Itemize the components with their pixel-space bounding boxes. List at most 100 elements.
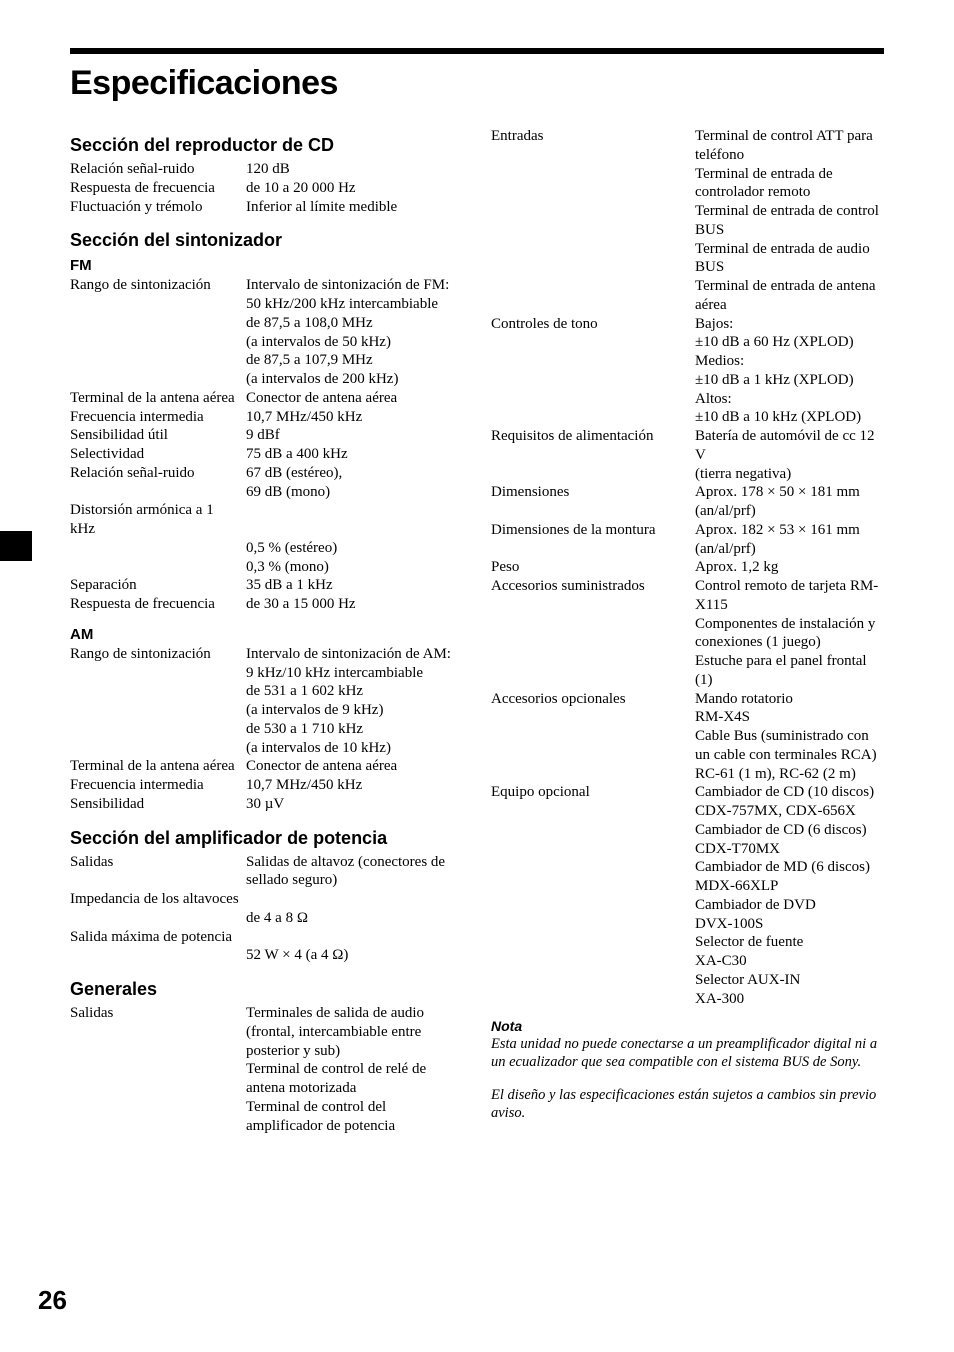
spec-row: Equipo opcionalCambiador de CD (10 disco… bbox=[491, 783, 884, 1008]
spec-value: Mando rotatorio RM-X4S Cable Bus (sumini… bbox=[695, 690, 884, 784]
heading-fm: FM bbox=[70, 257, 463, 274]
spec-label: Terminal de la antena aérea bbox=[70, 757, 246, 776]
spec-row: Salida máxima de potencia bbox=[70, 928, 463, 947]
spec-value: de 30 a 15 000 Hz bbox=[246, 595, 463, 614]
heading-am: AM bbox=[70, 626, 463, 643]
spec-value: Intervalo de sintonización de AM: 9 kHz/… bbox=[246, 645, 463, 758]
spec-label: Separación bbox=[70, 576, 246, 595]
spec-value: 9 dBf bbox=[246, 426, 463, 445]
spec-row: Respuesta de frecuenciade 10 a 20 000 Hz bbox=[70, 179, 463, 198]
heading-cd: Sección del reproductor de CD bbox=[70, 135, 463, 156]
spec-label: Relación señal-ruido bbox=[70, 464, 246, 502]
spec-label: Fluctuación y trémolo bbox=[70, 198, 246, 217]
right-column: EntradasTerminal de control ATT para tel… bbox=[491, 121, 884, 1135]
spec-row: Terminal de la antena aéreaConector de a… bbox=[70, 389, 463, 408]
spec-label: Requisitos de alimentación bbox=[491, 427, 695, 483]
spec-row: EntradasTerminal de control ATT para tel… bbox=[491, 127, 884, 315]
spec-row: Selectividad75 dB a 400 kHz bbox=[70, 445, 463, 464]
spec-row: de 4 a 8 Ω bbox=[70, 909, 463, 928]
spec-label: Relación señal-ruido bbox=[70, 160, 246, 179]
heading-tuner: Sección del sintonizador bbox=[70, 230, 463, 251]
spec-label: Equipo opcional bbox=[491, 783, 695, 1008]
spec-value bbox=[246, 928, 463, 947]
spec-label: Dimensiones de la montura bbox=[491, 521, 695, 559]
spec-value: Inferior al límite medible bbox=[246, 198, 463, 217]
spec-label: Salidas bbox=[70, 853, 246, 891]
spec-row: Respuesta de frecuenciade 30 a 15 000 Hz bbox=[70, 595, 463, 614]
spec-value bbox=[246, 501, 463, 539]
spec-label: Selectividad bbox=[70, 445, 246, 464]
spec-label: Sensibilidad bbox=[70, 795, 246, 814]
spec-value: Control remoto de tarjeta RM-X115 Compon… bbox=[695, 577, 884, 690]
spec-label: Dimensiones bbox=[491, 483, 695, 521]
spec-value: 10,7 MHz/450 kHz bbox=[246, 408, 463, 427]
spec-value bbox=[246, 890, 463, 909]
spec-value: Terminales de salida de audio (frontal, … bbox=[246, 1004, 463, 1135]
spec-row: Frecuencia intermedia10,7 MHz/450 kHz bbox=[70, 408, 463, 427]
spec-value: Terminal de control ATT para teléfono Te… bbox=[695, 127, 884, 315]
spec-row: SalidasSalidas de altavoz (conectores de… bbox=[70, 853, 463, 891]
spec-value: 10,7 MHz/450 kHz bbox=[246, 776, 463, 795]
spec-row: Dimensiones de la monturaAprox. 182 × 53… bbox=[491, 521, 884, 559]
spec-row: Frecuencia intermedia10,7 MHz/450 kHz bbox=[70, 776, 463, 795]
spec-value: Conector de antena aérea bbox=[246, 389, 463, 408]
spec-row: DimensionesAprox. 178 × 50 × 181 mm (an/… bbox=[491, 483, 884, 521]
spec-value: Cambiador de CD (10 discos) CDX-757MX, C… bbox=[695, 783, 884, 1008]
spec-row: PesoAprox. 1,2 kg bbox=[491, 558, 884, 577]
spec-label: Impedancia de los altavoces bbox=[70, 890, 246, 909]
spec-value: de 10 a 20 000 Hz bbox=[246, 179, 463, 198]
spec-value: Bajos: ±10 dB a 60 Hz (XPLOD) Medios: ±1… bbox=[695, 315, 884, 428]
spec-row: Distorsión armónica a 1 kHz bbox=[70, 501, 463, 539]
spec-value: Aprox. 178 × 50 × 181 mm (an/al/prf) bbox=[695, 483, 884, 521]
spec-label: Salidas bbox=[70, 1004, 246, 1135]
spec-value: de 4 a 8 Ω bbox=[246, 909, 463, 928]
spec-label bbox=[70, 946, 246, 965]
spec-row: Fluctuación y trémoloInferior al límite … bbox=[70, 198, 463, 217]
note-body-2: El diseño y las especificaciones están s… bbox=[491, 1086, 884, 1122]
spec-value: 0,5 % (estéreo) 0,3 % (mono) bbox=[246, 539, 463, 577]
spec-value: Conector de antena aérea bbox=[246, 757, 463, 776]
spec-label: Respuesta de frecuencia bbox=[70, 179, 246, 198]
side-tab bbox=[0, 531, 32, 561]
spec-row: Accesorios opcionalesMando rotatorio RM-… bbox=[491, 690, 884, 784]
spec-label bbox=[70, 909, 246, 928]
spec-row: Rango de sintonizaciónIntervalo de sinto… bbox=[70, 276, 463, 389]
spec-value: 120 dB bbox=[246, 160, 463, 179]
spec-label: Terminal de la antena aérea bbox=[70, 389, 246, 408]
spec-label: Rango de sintonización bbox=[70, 645, 246, 758]
spec-value: 35 dB a 1 kHz bbox=[246, 576, 463, 595]
spec-label: Accesorios suministrados bbox=[491, 577, 695, 690]
spec-value: Intervalo de sintonización de FM: 50 kHz… bbox=[246, 276, 463, 389]
page-title: Especificaciones bbox=[70, 64, 884, 103]
spec-value: 30 µV bbox=[246, 795, 463, 814]
spec-label: Accesorios opcionales bbox=[491, 690, 695, 784]
spec-label: Salida máxima de potencia bbox=[70, 928, 246, 947]
heading-general: Generales bbox=[70, 979, 463, 1000]
spec-row: Accesorios suministradosControl remoto d… bbox=[491, 577, 884, 690]
left-column: Sección del reproductor de CD Relación s… bbox=[70, 121, 463, 1135]
spec-label bbox=[70, 539, 246, 577]
spec-row: Rango de sintonizaciónIntervalo de sinto… bbox=[70, 645, 463, 758]
spec-label: Entradas bbox=[491, 127, 695, 315]
top-rule bbox=[70, 48, 884, 54]
spec-value: 75 dB a 400 kHz bbox=[246, 445, 463, 464]
spec-value: Aprox. 182 × 53 × 161 mm (an/al/prf) bbox=[695, 521, 884, 559]
spec-row: Requisitos de alimentaciónBatería de aut… bbox=[491, 427, 884, 483]
spec-label: Peso bbox=[491, 558, 695, 577]
spec-row: Terminal de la antena aéreaConector de a… bbox=[70, 757, 463, 776]
spec-label: Sensibilidad útil bbox=[70, 426, 246, 445]
note-heading: Nota bbox=[491, 1018, 884, 1034]
spec-row: Sensibilidad30 µV bbox=[70, 795, 463, 814]
spec-value: Batería de automóvil de cc 12 V (tierra … bbox=[695, 427, 884, 483]
spec-row: Impedancia de los altavoces bbox=[70, 890, 463, 909]
spec-row: Relación señal-ruido67 dB (estéreo), 69 … bbox=[70, 464, 463, 502]
page-number: 26 bbox=[38, 1285, 67, 1316]
spec-label: Frecuencia intermedia bbox=[70, 776, 246, 795]
spec-row: Separación35 dB a 1 kHz bbox=[70, 576, 463, 595]
spec-row: 52 W × 4 (a 4 Ω) bbox=[70, 946, 463, 965]
spec-label: Rango de sintonización bbox=[70, 276, 246, 389]
spec-row: SalidasTerminales de salida de audio (fr… bbox=[70, 1004, 463, 1135]
note-body-1: Esta unidad no puede conectarse a un pre… bbox=[491, 1035, 884, 1071]
spec-value: 67 dB (estéreo), 69 dB (mono) bbox=[246, 464, 463, 502]
spec-row: Relación señal-ruido120 dB bbox=[70, 160, 463, 179]
